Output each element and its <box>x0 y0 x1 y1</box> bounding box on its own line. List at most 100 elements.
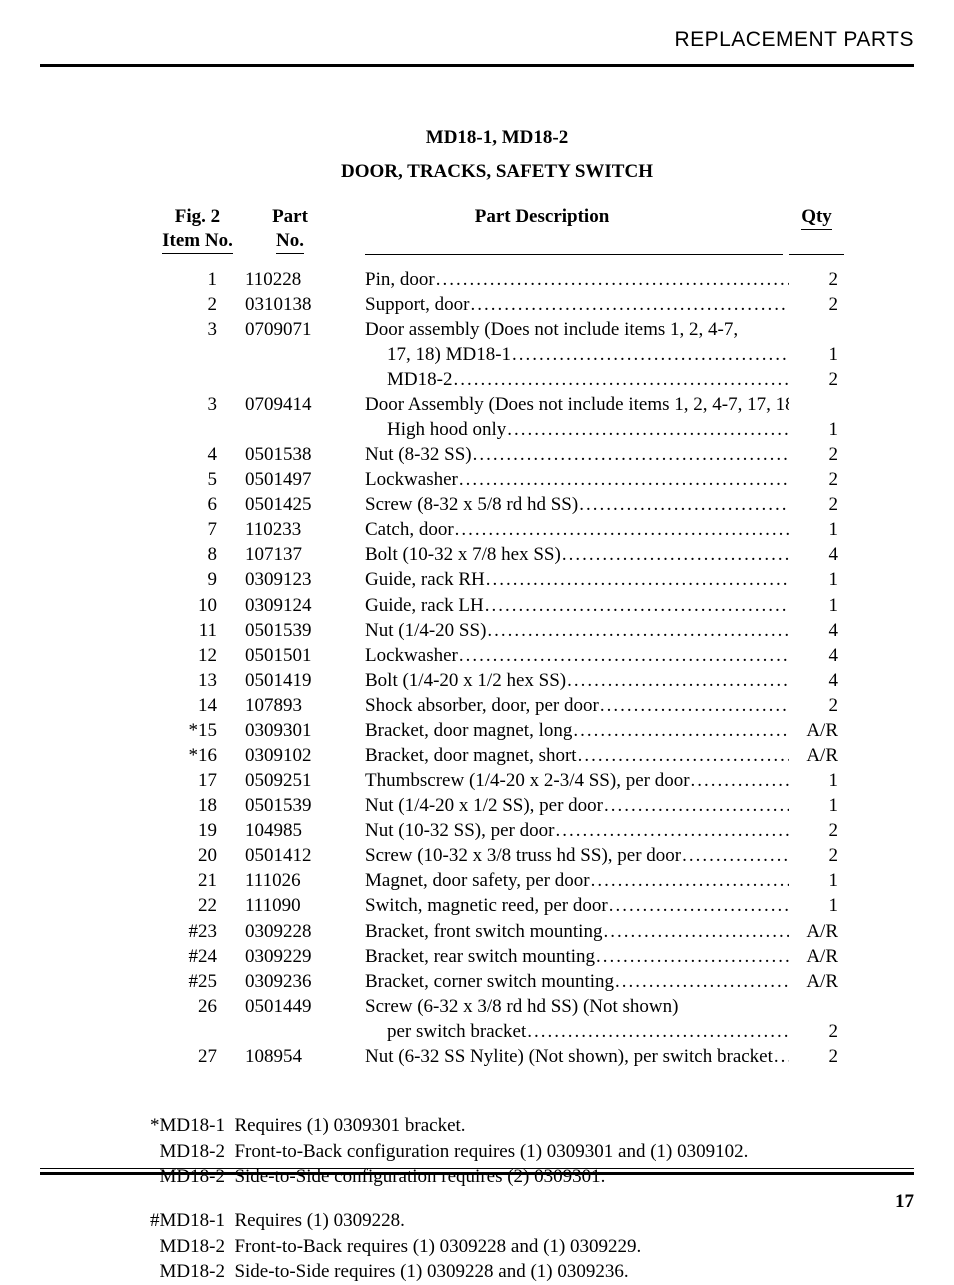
description-text: Nut (1/4-20 x 1/2 SS), per door <box>365 795 604 816</box>
part-description: 17, 18) MD18-1 <box>335 342 789 367</box>
part-description: Screw (6-32 x 3/8 rd hd SS) (Not shown) <box>335 994 789 1019</box>
item-no: 9 <box>150 567 245 592</box>
part-description: Guide, rack LH <box>335 593 789 618</box>
table-row: 200501412Screw (10-32 x 3/8 truss hd SS)… <box>150 843 844 868</box>
description-text: Pin, door <box>365 269 436 290</box>
col3-header: Part Description <box>335 205 749 229</box>
header-area: REPLACEMENT PARTS <box>40 28 914 64</box>
table-row: 1110228Pin, door2 <box>150 267 844 292</box>
table-row: 22111090Switch, magnetic reed, per door1 <box>150 893 844 918</box>
part-description: Nut (1/4-20 x 1/2 SS), per door <box>335 793 789 818</box>
qty: A/R <box>789 944 844 969</box>
item-no: #25 <box>150 969 245 994</box>
description-text: Guide, rack RH <box>365 569 486 590</box>
table-row: 50501497Lockwasher2 <box>150 467 844 492</box>
table-row: #230309228Bracket, front switch mounting… <box>150 919 844 944</box>
part-description: Bracket, corner switch mounting <box>335 969 789 994</box>
part-description: Pin, door <box>335 267 789 292</box>
part-description: Lockwasher <box>335 643 789 668</box>
qty: 2 <box>789 367 844 392</box>
part-no: 0501501 <box>245 643 335 668</box>
description-text: Nut (10-32 SS), per door <box>365 820 555 841</box>
bottom-thin-rule <box>40 1168 914 1169</box>
qty: 2 <box>789 442 844 467</box>
item-no: 2 <box>150 292 245 317</box>
table-row: #240309229Bracket, rear switch mountingA… <box>150 944 844 969</box>
qty: 4 <box>789 618 844 643</box>
header-rules <box>150 252 844 255</box>
part-description: Bracket, door magnet, short <box>335 743 789 768</box>
table-row: 170509251Thumbscrew (1/4-20 x 2-3/4 SS),… <box>150 768 844 793</box>
bottom-thick-rule <box>40 1172 914 1175</box>
item-no: #23 <box>150 919 245 944</box>
col4-header: Qty <box>801 205 832 230</box>
description-text: MD18-2 <box>365 369 453 390</box>
table-row: 30709071Door assembly (Does not include … <box>150 317 844 342</box>
part-no: 0501425 <box>245 492 335 517</box>
part-description: Nut (8-32 SS) <box>335 442 789 467</box>
qty: 2 <box>789 1019 844 1044</box>
part-description: Bolt (1/4-20 x 1/2 hex SS) <box>335 668 789 693</box>
item-no: 3 <box>150 392 245 417</box>
item-no: 22 <box>150 893 245 918</box>
part-no: 104985 <box>245 818 335 843</box>
page-number: 17 <box>895 1191 914 1213</box>
qty: 4 <box>789 542 844 567</box>
description-text: High hood only <box>365 419 507 440</box>
description-text: Bracket, corner switch mounting <box>365 971 615 992</box>
description-text: Magnet, door safety, per door <box>365 870 591 891</box>
qty: 4 <box>789 643 844 668</box>
description-text: Door Assembly (Does not include items 1,… <box>365 394 789 415</box>
footnote-line: MD18-2 Front-to-Back configuration requi… <box>150 1139 844 1165</box>
qty-rule <box>789 254 844 255</box>
part-no: 110228 <box>245 267 335 292</box>
qty: A/R <box>789 718 844 743</box>
part-no: 0309301 <box>245 718 335 743</box>
column-headers: Fig. 2 Item No. Part No. Part Descriptio… <box>150 205 844 254</box>
page: REPLACEMENT PARTS MD18-1, MD18-2 DOOR, T… <box>0 0 954 1235</box>
part-no: 0309102 <box>245 743 335 768</box>
part-description: Door assembly (Does not include items 1,… <box>335 317 789 342</box>
footnotes: *MD18-1 Requires (1) 0309301 bracket. MD… <box>150 1113 844 1285</box>
item-no: 21 <box>150 868 245 893</box>
part-description: High hood only <box>335 417 789 442</box>
table-row: 8107137Bolt (10-32 x 7/8 hex SS)4 <box>150 542 844 567</box>
part-description: Shock absorber, door, per door <box>335 693 789 718</box>
qty: 1 <box>789 868 844 893</box>
part-description: Door Assembly (Does not include items 1,… <box>335 392 789 417</box>
part-description: Bracket, front switch mounting <box>335 919 789 944</box>
table-row: 100309124Guide, rack LH1 <box>150 593 844 618</box>
part-no: 0309236 <box>245 969 335 994</box>
part-no: 0709414 <box>245 392 335 417</box>
bottom-rules <box>40 1168 914 1175</box>
description-text: Screw (10-32 x 3/8 truss hd SS), per doo… <box>365 845 682 866</box>
qty: A/R <box>789 919 844 944</box>
description-text: Nut (6-32 SS Nylite) (Not shown), per sw… <box>365 1046 774 1067</box>
table-row: *150309301Bracket, door magnet, longA/R <box>150 718 844 743</box>
part-description: Lockwasher <box>335 467 789 492</box>
qty: 1 <box>789 893 844 918</box>
description-text: Nut (1/4-20 SS) <box>365 620 487 641</box>
item-no: 4 <box>150 442 245 467</box>
table-row: MD18-2 2 <box>150 367 844 392</box>
part-description: per switch bracket <box>335 1019 789 1044</box>
part-no: 0309228 <box>245 919 335 944</box>
description-text: Catch, door <box>365 519 455 540</box>
qty: 2 <box>789 1044 844 1069</box>
section-header: REPLACEMENT PARTS <box>674 28 914 52</box>
part-description: Catch, door <box>335 517 789 542</box>
table-row: 60501425Screw (8-32 x 5/8 rd hd SS)2 <box>150 492 844 517</box>
item-no: 7 <box>150 517 245 542</box>
item-no: 20 <box>150 843 245 868</box>
table-row: 30709414 Door Assembly (Does not include … <box>150 392 844 417</box>
item-no: 14 <box>150 693 245 718</box>
part-no: 0501539 <box>245 618 335 643</box>
table-row: 21111026Magnet, door safety, per door1 <box>150 868 844 893</box>
description-text: Door assembly (Does not include items 1,… <box>365 319 739 340</box>
footnote-line: *MD18-1 Requires (1) 0309301 bracket. <box>150 1113 844 1139</box>
item-no: 12 <box>150 643 245 668</box>
col1-line2: Item No. <box>162 229 233 254</box>
item-no: 10 <box>150 593 245 618</box>
table-row: 130501419Bolt (1/4-20 x 1/2 hex SS)4 <box>150 668 844 693</box>
qty: 2 <box>789 467 844 492</box>
